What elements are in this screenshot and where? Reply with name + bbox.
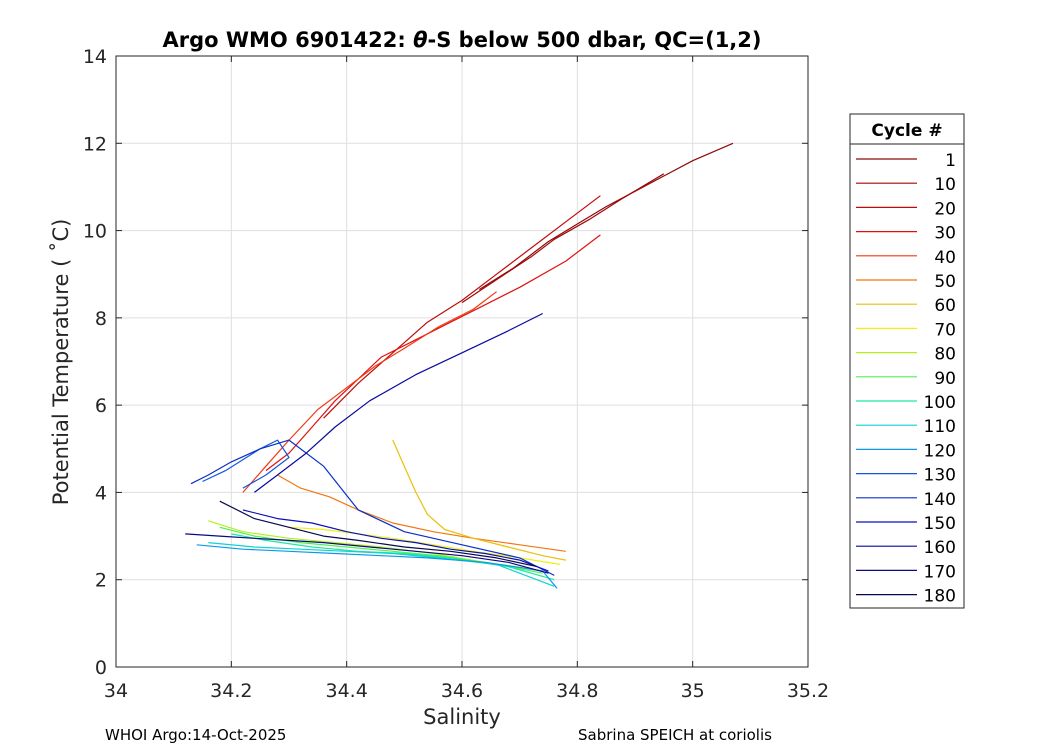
legend-label: 30 — [934, 224, 956, 244]
legend-box — [849, 113, 965, 609]
y-tick-label: 14 — [83, 46, 107, 68]
series-line-cycle-120 — [196, 544, 558, 589]
x-tick-label: 34.2 — [210, 680, 252, 702]
x-axis-label: Salinity — [423, 705, 501, 729]
legend-label: 120 — [924, 441, 956, 461]
y-axis-ticks: 0 2 4 6 8 10 12 14 — [83, 46, 808, 679]
legend-label: 160 — [924, 538, 956, 558]
y-tick-label: 0 — [95, 657, 107, 679]
y-tick-label: 8 — [95, 308, 107, 330]
series-layer — [185, 142, 734, 589]
x-tick-label: 34.8 — [556, 680, 598, 702]
series-line-cycle-150 — [242, 509, 549, 572]
series-line-cycle-110 — [208, 542, 555, 587]
series-line-cycle-180 — [219, 500, 538, 568]
legend-label: 150 — [924, 514, 956, 534]
series-line-cycle-20 — [323, 195, 601, 419]
legend-label: 80 — [934, 345, 956, 365]
y-tick-label: 12 — [83, 133, 107, 155]
grid-lines — [116, 56, 808, 667]
legend-label: 1 — [945, 151, 956, 171]
legend-title: Cycle # — [871, 121, 942, 141]
footer-right: Sabrina SPEICH at coriolis — [578, 726, 772, 744]
y-tick-label: 10 — [83, 221, 107, 243]
legend-label: 170 — [924, 562, 956, 582]
legend-entries: 1102030405060708090100110120130140150160… — [856, 151, 956, 607]
y-tick-label: 2 — [95, 570, 107, 592]
y-axis-label: Potential Temperature ( ˚C) — [49, 219, 73, 506]
y-tick-label: 4 — [95, 482, 107, 504]
series-line-cycle-40 — [242, 291, 497, 493]
series-line-cycle-130 — [202, 439, 290, 489]
series-line-cycle-140 — [190, 439, 555, 576]
legend-label: 70 — [934, 320, 956, 340]
legend-label: 20 — [934, 199, 956, 219]
y-tick-label: 6 — [95, 395, 107, 417]
legend-label: 180 — [924, 587, 956, 607]
legend-label: 90 — [934, 369, 956, 389]
legend-label: 10 — [934, 175, 956, 195]
series-line-cycle-160 — [254, 312, 543, 493]
series-line-cycle-170 — [185, 533, 549, 574]
legend-label: 140 — [924, 490, 956, 510]
x-tick-label: 35 — [681, 680, 705, 702]
legend-label: 50 — [934, 272, 956, 292]
series-line-cycle-60 — [392, 439, 566, 561]
chart-title: Argo WMO 6901422: θ-S below 500 dbar, QC… — [162, 28, 761, 52]
series-line-cycle-10 — [461, 173, 665, 304]
series-line-cycle-30 — [265, 234, 601, 472]
x-axis-ticks: 34 34.2 34.4 34.6 34.8 35 35.2 — [104, 56, 829, 702]
x-tick-label: 34.4 — [326, 680, 368, 702]
series-line-cycle-70 — [288, 526, 561, 565]
x-tick-label: 35.2 — [787, 680, 829, 702]
legend-label: 60 — [934, 296, 956, 316]
x-tick-label: 34.6 — [441, 680, 483, 702]
legend-label: 40 — [934, 248, 956, 268]
footer-left: WHOI Argo:14-Oct-2025 — [105, 726, 287, 744]
legend: Cycle # 11020304050607080901001101201301… — [849, 113, 965, 609]
legend-label: 100 — [924, 393, 956, 413]
series-line-cycle-50 — [277, 474, 566, 552]
legend-label: 130 — [924, 466, 956, 486]
x-tick-label: 34 — [104, 680, 128, 702]
legend-label: 110 — [924, 417, 956, 437]
